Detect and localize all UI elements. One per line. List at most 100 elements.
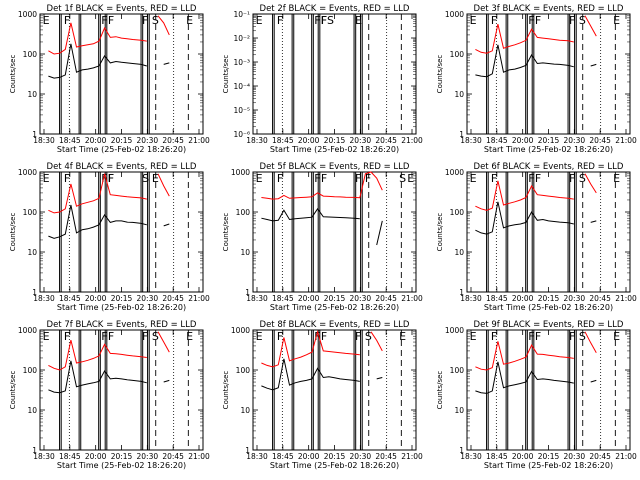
x-tick-label: 20:45 xyxy=(162,452,184,461)
x-tick-label: 20:15 xyxy=(111,294,133,303)
x-tick-label: 18:45 xyxy=(272,452,294,461)
flag-marker: F xyxy=(101,330,107,343)
flag-marker: F xyxy=(64,172,70,185)
x-tick-label: 18:45 xyxy=(59,294,81,303)
y-tick-label: 1000 xyxy=(445,10,464,19)
x-tick-label: 20:00 xyxy=(512,452,534,461)
panel-title: Det 6f BLACK = Events, RED = LLD xyxy=(474,162,624,172)
flag-marker: FF xyxy=(314,14,327,27)
series-line-lld xyxy=(48,331,170,371)
x-tick-label: 21:00 xyxy=(401,452,423,461)
flag-marker: F xyxy=(491,14,497,27)
x-tick-label: 21:00 xyxy=(401,294,423,303)
x-tick-label: 20:45 xyxy=(589,294,611,303)
flag-marker: E xyxy=(256,172,263,185)
y-tick-label: 10⁻⁵ xyxy=(233,106,250,115)
flag-marker: F xyxy=(355,330,361,343)
x-tick-label: 20:00 xyxy=(512,294,534,303)
flag-marker: F xyxy=(142,14,148,27)
y-tick-label: 10⁻⁶ xyxy=(233,130,250,139)
x-tick-label: 20:45 xyxy=(375,136,397,145)
y-tick-label: 1000 xyxy=(445,168,464,177)
y-tick-label: 10 xyxy=(27,90,37,99)
y-tick-label: 1 xyxy=(459,130,464,139)
flag-marker: F xyxy=(277,330,283,343)
flag-marker: F xyxy=(365,172,371,185)
x-tick-label: 20:30 xyxy=(137,136,159,145)
plot-frame xyxy=(252,329,417,451)
x-tick-label: 18:45 xyxy=(59,452,81,461)
x-tick-label: 21:00 xyxy=(188,136,210,145)
x-tick-label: 20:30 xyxy=(137,294,159,303)
flag-marker: E xyxy=(43,330,50,343)
x-tick-label: 18:30 xyxy=(33,136,55,145)
series-line-lld xyxy=(261,329,383,368)
x-tick-label: 20:15 xyxy=(111,136,133,145)
series-line-events xyxy=(475,44,597,78)
series-line-events xyxy=(48,43,170,79)
x-tick-label: 18:30 xyxy=(246,136,268,145)
y-tick-label: 10 xyxy=(454,248,464,257)
flag-marker: E xyxy=(355,14,362,27)
y-tick-label: 10 xyxy=(454,90,464,99)
y-axis-label: Counts/sec xyxy=(222,55,230,94)
flag-marker: E xyxy=(152,172,159,185)
flag-marker: FS xyxy=(321,14,334,27)
flag-marker: F xyxy=(528,14,534,27)
plot-frame xyxy=(252,171,417,293)
plot-frame xyxy=(252,13,417,135)
panel-6: Det 6f BLACK = Events, RED = LLD 1 10 100 10… xyxy=(436,162,637,312)
flag-marker: F xyxy=(535,330,541,343)
x-tick-label: 18:45 xyxy=(272,294,294,303)
x-tick-label: 18:45 xyxy=(486,294,508,303)
y-tick-label: 1000 xyxy=(18,326,37,335)
y-tick-label: 10 xyxy=(454,406,464,415)
x-tick-label: 20:45 xyxy=(589,452,611,461)
flag-marker: F xyxy=(355,172,361,185)
flag-marker: F xyxy=(277,14,283,27)
y-tick-label: 100 xyxy=(236,366,251,375)
y-tick-label: 1 xyxy=(245,288,250,297)
x-axis-label: Start Time (25-Feb-02 18:26:20) xyxy=(484,145,613,154)
plot-frame xyxy=(39,171,204,293)
x-tick-label: 21:00 xyxy=(401,136,423,145)
panel-9: Det 9f BLACK = Events, RED = LLD 1 10 100 10… xyxy=(436,320,637,470)
x-axis-label: Start Time (25-Feb-02 18:26:20) xyxy=(270,461,399,470)
series-line-events xyxy=(261,207,383,246)
x-tick-label: 18:30 xyxy=(246,452,268,461)
flag-marker: E xyxy=(399,330,406,343)
x-tick-label: 18:45 xyxy=(272,136,294,145)
x-tick-label: 20:30 xyxy=(564,452,586,461)
x-tick-label: 20:30 xyxy=(350,294,372,303)
flag-marker: E xyxy=(470,330,477,343)
y-tick-label: 10 xyxy=(27,248,37,257)
flag-marker: F xyxy=(491,172,497,185)
flag-marker: E xyxy=(43,14,50,27)
x-tick-label: 18:30 xyxy=(460,294,482,303)
flag-marker: S xyxy=(579,172,586,185)
flag-marker: F xyxy=(321,330,327,343)
x-tick-label: 20:00 xyxy=(298,452,320,461)
flag-marker: F xyxy=(64,14,70,27)
y-tick-label: 1000 xyxy=(231,168,250,177)
flag-marker: E xyxy=(470,172,477,185)
x-tick-label: 20:00 xyxy=(298,294,320,303)
y-tick-label: 1000 xyxy=(231,326,250,335)
flag-marker: F xyxy=(491,330,497,343)
y-tick-label: 100 xyxy=(450,50,465,59)
flag-marker: E xyxy=(407,172,414,185)
y-tick-label: 100 xyxy=(23,208,38,217)
x-tick-label: 21:00 xyxy=(188,294,210,303)
y-tick-label: 10 xyxy=(240,248,250,257)
panel-title: Det 2f BLACK = Events, RED = LLD xyxy=(260,4,410,14)
x-tick-label: 18:30 xyxy=(246,294,268,303)
series-line-lld xyxy=(48,173,170,214)
x-tick-label: 20:15 xyxy=(538,136,560,145)
y-tick-label: 1000 xyxy=(18,168,37,177)
x-tick-label: 20:45 xyxy=(162,294,184,303)
x-tick-label: 21:00 xyxy=(615,452,637,461)
series-line-events xyxy=(261,358,383,391)
x-tick-label: 18:45 xyxy=(486,452,508,461)
y-tick-label: 1000 xyxy=(18,10,37,19)
x-axis-label: Start Time (25-Feb-02 18:26:20) xyxy=(270,303,399,312)
